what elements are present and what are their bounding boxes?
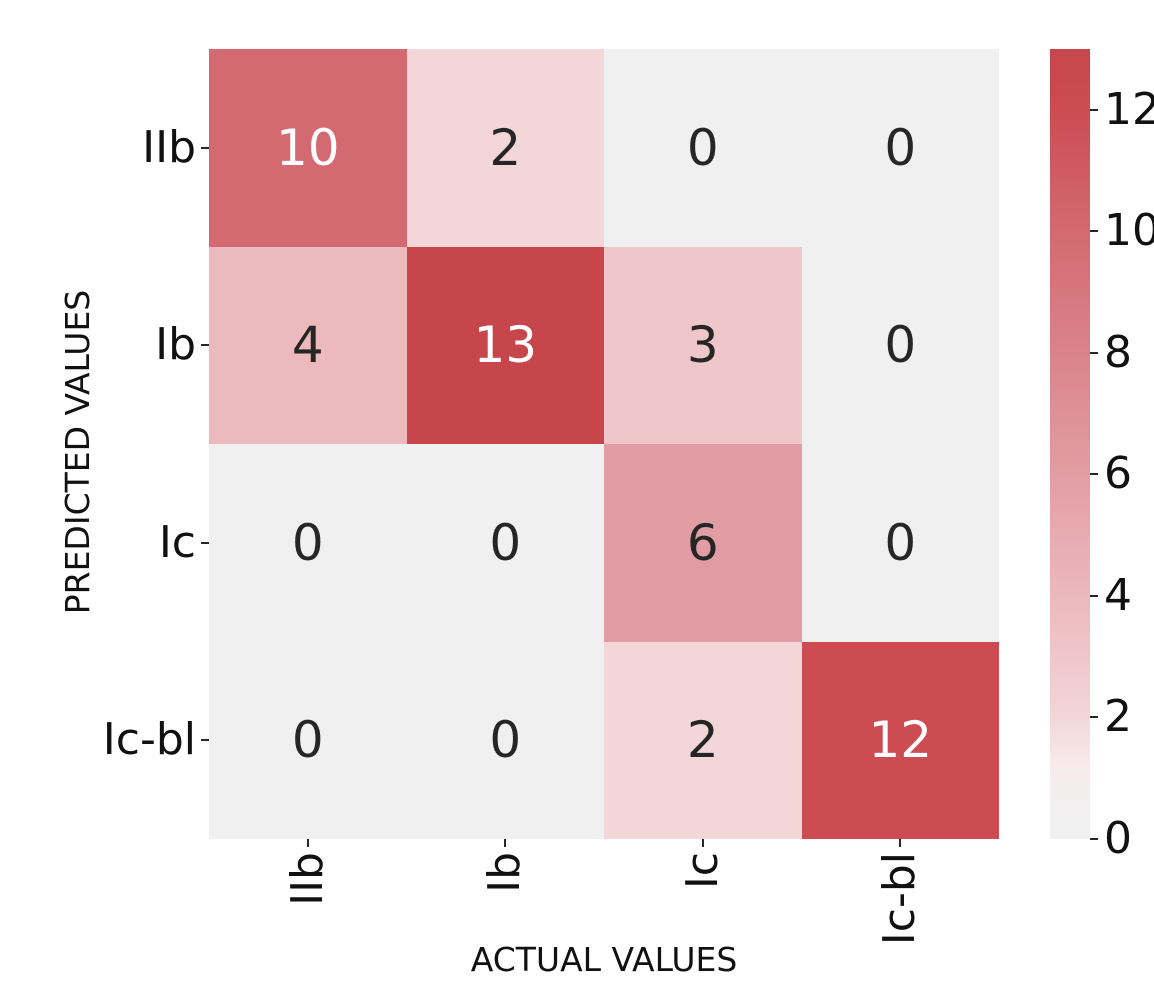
cell-value: 0 <box>884 513 917 572</box>
cell-value: 0 <box>884 118 917 177</box>
y-tick-mark <box>201 541 209 544</box>
heatmap-cell: 0 <box>801 444 999 642</box>
colorbar-tick-mark <box>1090 351 1098 354</box>
colorbar-tick-label: 2 <box>1104 691 1132 743</box>
heatmap-cell: 10 <box>209 49 407 247</box>
cell-value: 0 <box>489 711 522 770</box>
x-tick-mark <box>306 839 309 847</box>
heatmap-cell: 0 <box>406 444 604 642</box>
heatmap-grid: 10 2 0 0 4 13 3 0 0 0 6 0 0 0 2 12 <box>209 49 999 839</box>
heatmap-cell: 0 <box>801 246 999 444</box>
colorbar-tick-mark <box>1090 594 1098 597</box>
y-axis-label: PREDICTED VALUES <box>58 289 97 615</box>
x-tick-label: IIb <box>281 852 333 906</box>
cell-value: 6 <box>686 513 719 572</box>
colorbar-tick-label: 4 <box>1104 569 1132 621</box>
heatmap-cell: 12 <box>801 641 999 839</box>
x-tick-mark <box>701 839 704 847</box>
x-tick-mark <box>504 839 507 847</box>
heatmap-cell: 2 <box>604 641 802 839</box>
y-tick-label: IIb <box>142 121 196 173</box>
colorbar-tick-mark <box>1090 716 1098 719</box>
cell-value: 4 <box>291 316 324 375</box>
heatmap-cell: 3 <box>604 246 802 444</box>
cell-value: 0 <box>686 118 719 177</box>
colorbar-tick-label: 6 <box>1104 448 1132 500</box>
heatmap-cell: 0 <box>209 444 407 642</box>
cell-value: 12 <box>868 711 933 770</box>
cell-value: 2 <box>489 118 522 177</box>
x-tick-label: Ic <box>676 852 728 890</box>
heatmap-cell: 6 <box>604 444 802 642</box>
colorbar-tick-mark <box>1090 108 1098 111</box>
cell-value: 0 <box>884 316 917 375</box>
colorbar-tick-label: 12 <box>1104 83 1154 135</box>
colorbar-tick-mark <box>1090 838 1098 840</box>
cell-value: 2 <box>686 711 719 770</box>
colorbar-tick-label: 10 <box>1104 205 1154 257</box>
heatmap-cell: 0 <box>801 49 999 247</box>
y-tick-label: Ib <box>155 319 196 371</box>
cell-value: 10 <box>275 118 340 177</box>
x-axis-label: ACTUAL VALUES <box>470 940 738 979</box>
x-tick-label: Ic-bl <box>874 852 926 946</box>
cell-value: 0 <box>291 513 324 572</box>
y-tick-label: Ic-bl <box>102 714 196 766</box>
y-tick-mark <box>201 739 209 742</box>
colorbar <box>1050 49 1090 839</box>
colorbar-tick-mark <box>1090 473 1098 476</box>
x-tick-label: Ib <box>479 852 531 893</box>
heatmap-cell: 0 <box>604 49 802 247</box>
y-tick-mark <box>201 344 209 347</box>
colorbar-tick-mark <box>1090 230 1098 233</box>
colorbar-tick-label: 0 <box>1104 813 1132 864</box>
cell-value: 13 <box>473 316 538 375</box>
cell-value: 0 <box>291 711 324 770</box>
heatmap-cell: 0 <box>406 641 604 839</box>
cell-value: 3 <box>686 316 719 375</box>
colorbar-tick-label: 8 <box>1104 326 1132 378</box>
y-tick-label: Ic <box>158 516 196 568</box>
y-tick-mark <box>201 146 209 149</box>
heatmap-cell: 13 <box>406 246 604 444</box>
cell-value: 0 <box>489 513 522 572</box>
heatmap-cell: 4 <box>209 246 407 444</box>
x-tick-mark <box>899 839 902 847</box>
heatmap-cell: 0 <box>209 641 407 839</box>
heatmap-cell: 2 <box>406 49 604 247</box>
